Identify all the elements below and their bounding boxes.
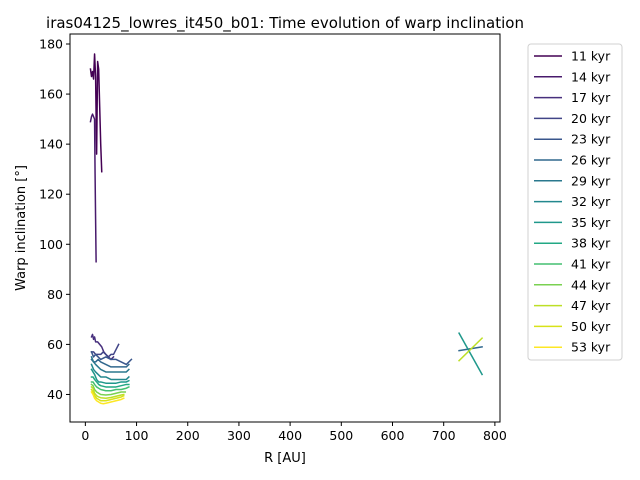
- series-line: [90, 381, 130, 392]
- series-line: [89, 113, 97, 263]
- chart-title: iras04125_lowres_it450_b01: Time evoluti…: [46, 14, 524, 33]
- legend-label: 32 kyr: [571, 194, 611, 209]
- series-line: [90, 350, 133, 366]
- legend-label: 35 kyr: [571, 215, 611, 230]
- series-line: [90, 355, 130, 373]
- x-axis-label: R [AU]: [264, 451, 306, 466]
- x-tick-label: 800: [483, 428, 507, 443]
- legend-frame: [527, 43, 623, 361]
- y-tick-label: 80: [47, 287, 63, 302]
- x-tick-label: 700: [432, 428, 456, 443]
- legend-label: 50 kyr: [571, 319, 611, 334]
- y-tick-label: 60: [47, 337, 63, 352]
- y-tick-label: 160: [39, 87, 63, 102]
- y-axis-label: Warp inclination [°]: [14, 165, 29, 291]
- legend-label: 11 kyr: [571, 49, 611, 64]
- x-tick-label: 0: [81, 428, 89, 443]
- series-line: [90, 376, 130, 388]
- series-line: [90, 358, 130, 368]
- legend-label: 23 kyr: [571, 132, 611, 147]
- legend: 11 kyr 14 kyr 17 kyr 20 kyr 23 kyr 26 kyr 29 k…: [527, 43, 623, 361]
- legend-label: 47 kyr: [571, 298, 611, 313]
- legend-label: 14 kyr: [571, 69, 611, 84]
- series-line: [457, 337, 484, 362]
- legend-label: 29 kyr: [571, 173, 611, 188]
- legend-label: 41 kyr: [571, 257, 611, 272]
- legend-label: 20 kyr: [571, 111, 611, 126]
- x-tick-label: 400: [278, 428, 302, 443]
- legend-label: 53 kyr: [571, 340, 611, 355]
- series-line: [90, 368, 130, 384]
- x-tick-label: 500: [329, 428, 353, 443]
- x-tick-label: 100: [125, 428, 149, 443]
- x-axis: 0 100 200 300 400 500 600 700 800: [81, 422, 507, 443]
- series-line: [90, 390, 125, 405]
- series-line: [90, 383, 127, 396]
- series-line: [90, 385, 125, 399]
- legend-label: 38 kyr: [571, 236, 611, 251]
- x-tick-label: 600: [381, 428, 405, 443]
- y-tick-label: 120: [39, 187, 63, 202]
- series-line: [458, 332, 484, 376]
- series-line: [90, 363, 130, 381]
- series-line: [90, 388, 125, 402]
- legend-label: 17 kyr: [571, 90, 611, 105]
- legend-label: 26 kyr: [571, 153, 611, 168]
- x-tick-label: 200: [176, 428, 200, 443]
- y-tick-label: 40: [47, 387, 63, 402]
- series-layer: [89, 53, 484, 405]
- y-tick-label: 180: [39, 37, 63, 52]
- legend-label: 44 kyr: [571, 277, 611, 292]
- y-tick-label: 100: [39, 237, 63, 252]
- series-line: [89, 53, 103, 173]
- y-axis: 40 60 80 100 120 140 160 180: [39, 37, 70, 402]
- plot-frame: [69, 33, 501, 423]
- y-tick-label: 140: [39, 137, 63, 152]
- x-tick-label: 300: [227, 428, 251, 443]
